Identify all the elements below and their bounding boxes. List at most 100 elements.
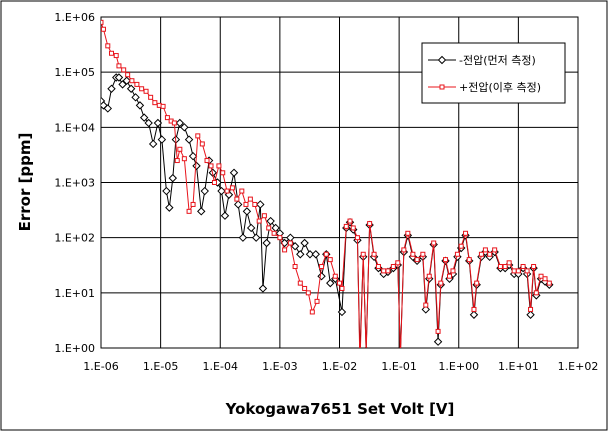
y-tick-label: 1.E+00: [54, 342, 95, 355]
data-point: [134, 81, 140, 87]
data-point: [435, 328, 441, 334]
data-point: [305, 290, 311, 296]
data-point: [546, 280, 552, 286]
data-point: [118, 80, 127, 89]
data-point: [152, 100, 158, 106]
data-point: [458, 243, 464, 249]
data-point: [395, 260, 401, 266]
data-point: [292, 264, 298, 270]
data-point: [450, 268, 456, 274]
data-point: [131, 93, 140, 102]
data-point: [447, 273, 453, 279]
x-tick-label: 1.E-02: [322, 360, 357, 373]
data-point: [101, 101, 108, 110]
data-point: [200, 186, 209, 196]
data-point: [326, 278, 335, 288]
data-point: [337, 307, 347, 317]
data-point: [122, 76, 131, 85]
data-point: [114, 73, 124, 82]
data-point: [314, 298, 320, 304]
data-point: [186, 208, 192, 214]
data-point: [174, 158, 180, 164]
data-point: [421, 305, 430, 314]
data-point: [542, 276, 548, 282]
y-tick-label: 1.E+05: [54, 66, 95, 79]
data-point: [234, 196, 240, 202]
data-point: [217, 186, 226, 196]
data-point: [319, 264, 325, 270]
data-point: [261, 213, 267, 219]
legend-marker: [437, 55, 447, 65]
data-point: [414, 257, 420, 263]
data-point: [327, 257, 333, 263]
data-point: [139, 113, 149, 122]
data-point: [107, 84, 116, 93]
data-point: [251, 233, 261, 242]
data-point: [148, 94, 154, 100]
data-point: [287, 240, 293, 246]
data-point: [108, 50, 114, 56]
data-point: [153, 118, 163, 128]
data-point: [135, 101, 145, 110]
data-point: [332, 273, 338, 279]
y-axis-title: Error [ppm]: [16, 133, 34, 232]
data-point: [181, 156, 187, 162]
legend-box: [421, 42, 566, 104]
data-point: [431, 240, 437, 246]
data-point: [171, 120, 177, 126]
data-point: [478, 251, 484, 257]
data-point: [103, 104, 113, 113]
data-point: [339, 285, 345, 291]
data-point: [243, 201, 249, 207]
data-point: [375, 264, 381, 270]
data-point: [116, 63, 122, 69]
data-point: [433, 337, 443, 346]
data-point: [246, 223, 256, 233]
data-point: [129, 78, 135, 84]
data-point: [121, 67, 127, 73]
data-point: [423, 302, 429, 308]
data-point: [531, 264, 537, 270]
data-point: [426, 273, 432, 279]
data-point: [177, 146, 183, 152]
data-point: [190, 201, 196, 207]
data-point: [280, 238, 289, 248]
data-point: [266, 216, 275, 226]
data-point: [168, 173, 178, 183]
data-point: [354, 235, 360, 241]
data-point: [165, 203, 174, 212]
data-point: [343, 223, 349, 229]
x-tick-label: 1.E-05: [143, 360, 178, 373]
data-point: [247, 196, 253, 202]
data-point: [323, 251, 329, 257]
data-point: [492, 247, 498, 253]
data-point: [438, 280, 444, 286]
data-point: [256, 218, 262, 224]
data-point: [204, 158, 210, 164]
x-tick-label: 1.E-06: [83, 360, 118, 373]
data-point: [164, 115, 170, 121]
data-point: [125, 72, 131, 78]
legend-label: -전압(먼저 측정): [459, 54, 536, 67]
data-point: [143, 88, 149, 94]
data-point: [229, 185, 235, 191]
data-point: [101, 96, 106, 106]
data-point: [252, 201, 258, 207]
data-point: [175, 118, 185, 128]
data-point: [482, 247, 488, 253]
data-point: [317, 272, 326, 281]
data-point: [337, 280, 342, 286]
data-point: [262, 238, 271, 248]
data-point: [242, 207, 252, 216]
data-point: [390, 264, 396, 270]
data-point: [371, 251, 377, 257]
data-point: [139, 86, 145, 92]
data-point: [160, 103, 166, 109]
data-point: [180, 123, 189, 132]
data-point: [454, 251, 460, 257]
data-point: [502, 264, 508, 270]
data-point: [220, 211, 230, 220]
data-point: [297, 280, 303, 286]
data-point: [538, 273, 544, 279]
